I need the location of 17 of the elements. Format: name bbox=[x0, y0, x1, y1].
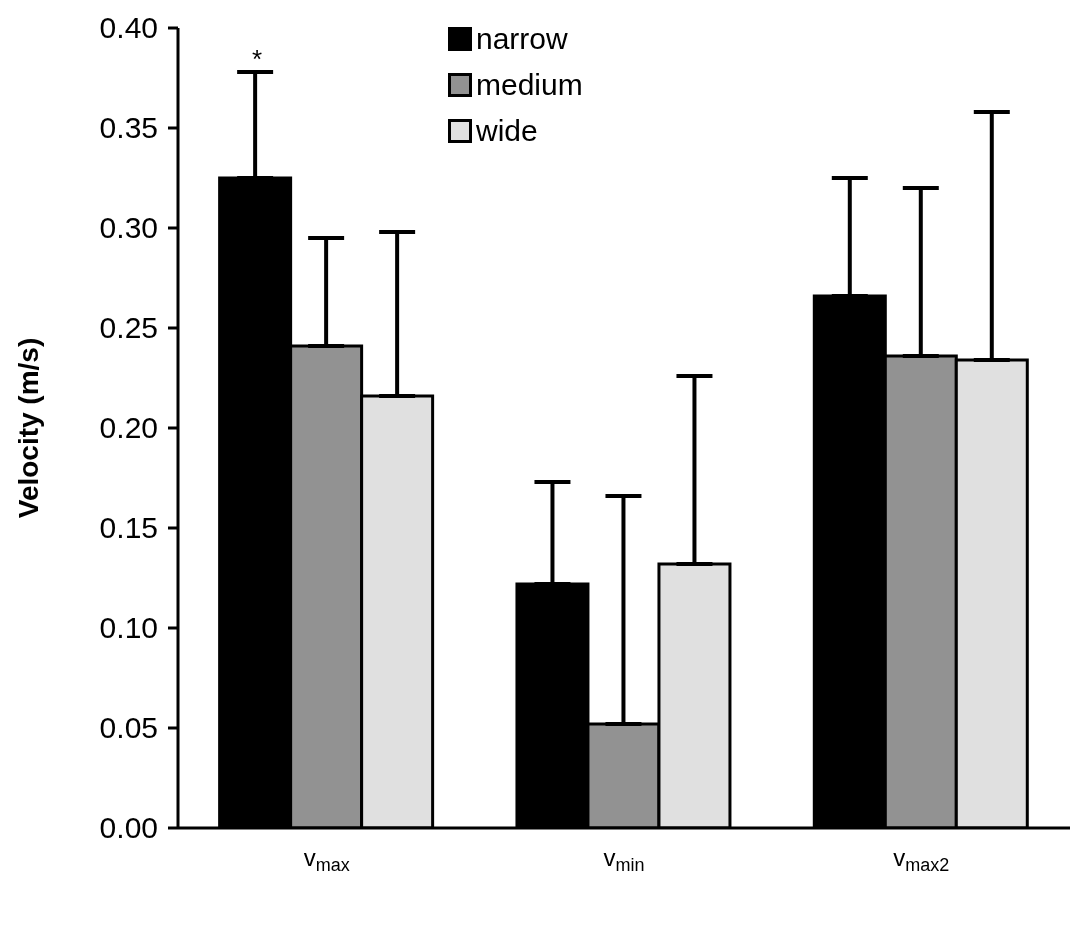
x-tick-label: v$_{min}$ bbox=[603, 844, 645, 876]
legend-label: narrow bbox=[476, 22, 568, 56]
legend-label: medium bbox=[476, 68, 583, 102]
y-tick-label: 0.15 bbox=[99, 511, 158, 544]
annotation: * bbox=[252, 44, 263, 75]
y-axis-title: Velocity (m/s) bbox=[12, 337, 44, 519]
y-tick-label: 0.25 bbox=[99, 311, 158, 344]
y-tick-label: 0.35 bbox=[99, 111, 158, 144]
y-tick-label: 0.10 bbox=[99, 611, 158, 644]
y-tick-label: 0.05 bbox=[99, 711, 158, 744]
legend-label: wide bbox=[476, 114, 538, 148]
y-tick-label: 0.00 bbox=[99, 811, 158, 844]
y-tick-label: 0.20 bbox=[99, 411, 158, 444]
x-tick-label: v$_{max2}$ bbox=[893, 844, 950, 876]
y-tick-label: 0.40 bbox=[99, 11, 158, 44]
x-tick-label: v$_{max}$ bbox=[303, 844, 350, 876]
y-tick-label: 0.30 bbox=[99, 211, 158, 244]
